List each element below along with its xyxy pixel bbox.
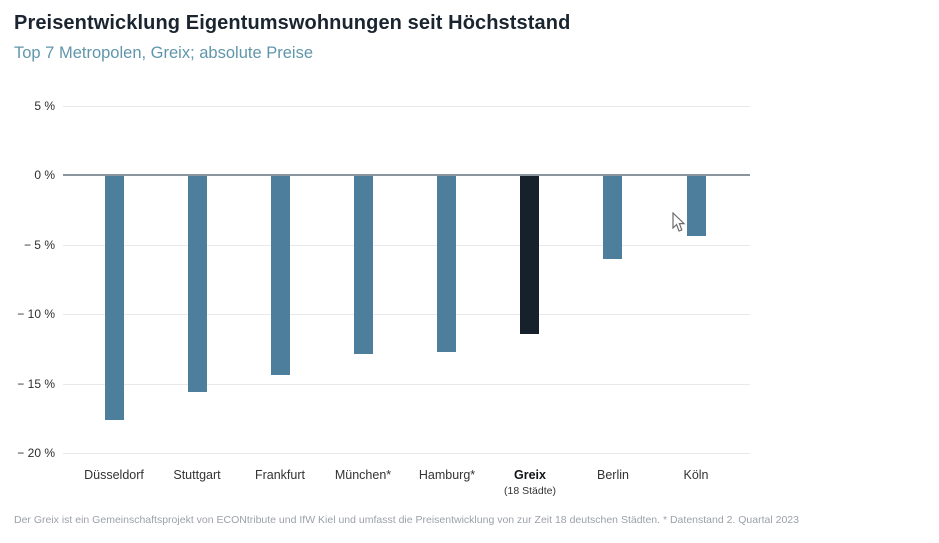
x-axis-label-greix: Greix (18 Städte) [470, 468, 590, 499]
gridline [63, 245, 750, 246]
y-axis-tick-label: − 10 % [17, 307, 55, 321]
zero-axis-line [63, 174, 750, 176]
x-axis-label-stuttgart: Stuttgart [137, 468, 257, 483]
y-axis-tick-label: − 15 % [17, 377, 55, 391]
category-label: München* [334, 468, 392, 482]
y-axis-tick-label: − 5 % [23, 238, 55, 252]
category-label: Hamburg* [418, 468, 476, 482]
bar-hamburg [437, 176, 456, 352]
bar-münchen [354, 176, 373, 354]
category-label: Frankfurt [254, 468, 305, 482]
category-sublabel: (18 Städte) [504, 485, 556, 497]
source-footnote: Der Greix ist ein Gemeinschaftsprojekt v… [14, 514, 799, 526]
y-axis-tick-label: − 20 % [17, 446, 55, 460]
page-title: Preisentwicklung Eigentumswohnungen seit… [14, 12, 571, 34]
page-subtitle: Top 7 Metropolen, Greix; absolute Preise [14, 44, 313, 62]
category-label: Berlin [597, 468, 629, 482]
bar-berlin [603, 176, 622, 259]
y-axis-tick-label: 5 % [34, 99, 55, 113]
x-axis-label-münchen: München* [303, 468, 423, 483]
category-label: Köln [683, 468, 709, 482]
x-axis-label-berlin: Berlin [553, 468, 673, 483]
y-axis-tick-label: 0 % [34, 168, 55, 182]
bar-düsseldorf [105, 176, 124, 420]
gridline [63, 453, 750, 454]
x-axis-label-köln: Köln [636, 468, 756, 483]
x-axis-label-frankfurt: Frankfurt [220, 468, 340, 483]
gridline [63, 106, 750, 107]
x-axis-label-düsseldorf: Düsseldorf [54, 468, 174, 483]
category-label: Stuttgart [173, 468, 221, 482]
bar-köln [687, 176, 706, 236]
category-label: Greix [514, 468, 546, 482]
bar-frankfurt [271, 176, 290, 375]
gridline [63, 384, 750, 385]
category-label: Düsseldorf [84, 468, 144, 482]
bar-greix [520, 176, 539, 334]
bar-stuttgart [188, 176, 207, 392]
gridline [63, 314, 750, 315]
x-axis-label-hamburg: Hamburg* [387, 468, 507, 483]
